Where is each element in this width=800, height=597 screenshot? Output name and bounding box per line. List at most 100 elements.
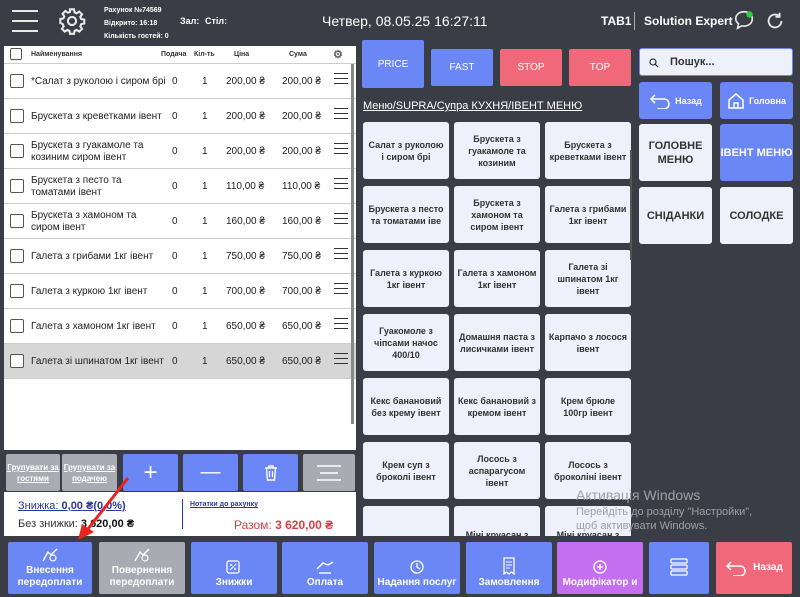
menu-item-tile[interactable]: Галета з хамоном 1кг івент <box>454 250 540 307</box>
row-menu-icon[interactable] <box>334 248 348 263</box>
row-menu-icon[interactable] <box>334 283 348 298</box>
stack-icon <box>670 558 688 576</box>
prepayment-button[interactable]: Внесення передоплати <box>8 542 92 594</box>
breakfasts-button[interactable]: СНІДАНКИ <box>639 187 712 244</box>
menu-item-tile[interactable]: Галета зі шпинатом 1кг івент <box>545 250 631 307</box>
table-label: Стіл: <box>205 16 228 26</box>
menu-item-tile[interactable]: Галета з грибами 1кг івент <box>545 186 631 243</box>
group-by-guests-button[interactable]: Групувати за гостями <box>6 454 60 491</box>
menu-item-tile[interactable]: Брускета з креветками івент <box>545 122 631 179</box>
item-name: Брускета з хамоном та сиром івент <box>31 210 137 233</box>
row-menu-icon[interactable] <box>334 108 348 123</box>
modifier-button[interactable]: Модифікатор и <box>557 542 643 594</box>
row-checkbox[interactable] <box>10 179 24 193</box>
menu-item-tile[interactable]: Салат з руколою і сиром брі <box>363 122 449 179</box>
row-menu-icon[interactable] <box>334 73 348 88</box>
menu-item-tile[interactable]: Домашня паста з лисичками івент <box>454 314 540 371</box>
back-button[interactable]: Назад <box>716 542 792 594</box>
menu-item-tile[interactable]: Кекс банановий з кремом івент <box>454 378 540 435</box>
search-input[interactable]: Пошук... <box>670 56 715 68</box>
service-button[interactable]: Надання послуг <box>374 542 460 594</box>
menu-item-tile[interactable] <box>363 506 449 536</box>
row-checkbox[interactable] <box>10 109 24 123</box>
menu-item-tile[interactable]: Гуакомоле з чіпсами начос 400/10 <box>363 314 449 371</box>
item-qty: 1 <box>202 286 208 297</box>
menu-item-tile[interactable]: Брускета з хамоном та сиром івент <box>454 186 540 243</box>
menu-item-tile[interactable]: Лосось з аспарагусом івент <box>454 442 540 499</box>
refund-prepayment-button[interactable]: Повернення передоплати <box>99 542 185 594</box>
select-all-checkbox[interactable] <box>10 48 22 60</box>
item-serve: 0 <box>172 356 178 367</box>
row-checkbox[interactable] <box>10 144 24 158</box>
back-nav-button[interactable]: Назад <box>639 82 712 119</box>
discounts-button[interactable]: Знижки <box>191 542 277 594</box>
event-menu-button[interactable]: ІВЕНТ МЕНЮ <box>720 124 793 181</box>
refresh-icon[interactable] <box>764 10 786 32</box>
row-checkbox[interactable] <box>10 214 24 228</box>
payment-button[interactable]: Оплата <box>282 542 368 594</box>
order-row[interactable]: Брускета з хамоном та сиром івент 0 1 160,0… <box>4 204 356 239</box>
item-price: 700,00 ₴ <box>226 286 265 297</box>
menu-item-tile[interactable]: Міні круасан з <box>454 506 540 536</box>
item-name: Брускета з гуакамоле та козиним сиром ів… <box>31 140 144 163</box>
orders-button[interactable]: Замовлення <box>466 542 552 594</box>
search-field[interactable]: Пошук... <box>639 48 793 76</box>
menu-item-tile[interactable]: Крем брюле 100гр івент <box>545 378 631 435</box>
tab-top[interactable]: TOP <box>569 49 631 86</box>
menu-scrollbar[interactable] <box>630 150 632 260</box>
row-checkbox[interactable] <box>10 284 24 298</box>
minus-button[interactable]: — <box>183 454 238 491</box>
message-icon[interactable] <box>733 9 755 31</box>
order-row[interactable]: Галета з куркою 1кг івент 0 1 700,00 ₴ 700,0… <box>4 274 356 309</box>
menu-icon[interactable] <box>12 10 38 32</box>
tab-fast[interactable]: FAST <box>431 49 493 86</box>
row-menu-icon[interactable] <box>334 353 348 368</box>
menu-item-tile[interactable]: Брускета з гуакамоле та козиним <box>454 122 540 179</box>
tab-price[interactable]: PRICE <box>362 40 424 88</box>
delete-button[interactable] <box>243 454 298 491</box>
menu-item-tile[interactable]: Карпачо з лосося івент <box>545 314 631 371</box>
item-qty: 1 <box>202 321 208 332</box>
menu-item-tile[interactable]: Кекс банановий без крему івент <box>363 378 449 435</box>
order-row[interactable]: Брускета з гуакамоле та козиним сиром ів… <box>4 134 356 169</box>
order-row[interactable]: Галета зі шпинатом 1кг івент 0 1 650,00 ₴ 65… <box>4 344 356 379</box>
order-row[interactable]: Галета з хамоном 1кг івент 0 1 650,00 ₴ 650,… <box>4 309 356 344</box>
home-button[interactable]: Головна <box>720 82 793 119</box>
row-checkbox[interactable] <box>10 354 24 368</box>
group-by-serve-button[interactable]: Групувати за подачею <box>62 454 117 491</box>
row-checkbox[interactable] <box>10 74 24 88</box>
modifier-icon <box>593 560 607 574</box>
more-button[interactable] <box>303 454 355 491</box>
notes-link[interactable]: Нотатки до рахунку <box>190 501 258 508</box>
settings-icon[interactable]: ⚙ <box>333 49 343 61</box>
tab-stop[interactable]: STOP <box>500 49 562 86</box>
item-name: Галета зі шпинатом 1кг івент <box>31 356 164 367</box>
sweets-button[interactable]: СОЛОДКЕ <box>720 187 793 244</box>
breadcrumb[interactable]: Меню/SUPRA/Супра КУХНЯ/ІВЕНТ МЕНЮ <box>363 100 583 112</box>
order-row[interactable]: Брускета з креветками івент 0 1 200,00 ₴ 200… <box>4 99 356 134</box>
order-row[interactable]: Брускета з песто та томатами івент 0 1 110,… <box>4 169 356 204</box>
row-menu-icon[interactable] <box>334 213 348 228</box>
main-menu-button[interactable]: ГОЛОВНЕ МЕНЮ <box>639 124 712 181</box>
row-menu-icon[interactable] <box>334 143 348 158</box>
discount-icon <box>226 560 240 574</box>
row-menu-icon[interactable] <box>334 318 348 333</box>
row-menu-icon[interactable] <box>334 178 348 193</box>
menu-item-tile[interactable]: Галета з куркою 1кг івент <box>363 250 449 307</box>
scrollbar[interactable] <box>351 64 354 424</box>
row-checkbox[interactable] <box>10 249 24 263</box>
menu-item-tile[interactable]: Лосось з броколіні івент <box>545 442 631 499</box>
order-row[interactable]: Галета з грибами 1кг івент 0 1 750,00 ₴ 750,… <box>4 239 356 274</box>
order-row[interactable]: *Салат з руколою і сиром брі 0 1 200,00 ₴ 20… <box>4 64 356 99</box>
item-serve: 0 <box>172 286 178 297</box>
gear-icon[interactable] <box>58 7 86 35</box>
menu-item-tile[interactable]: Брускета з песто та томатами іве <box>363 186 449 243</box>
row-checkbox[interactable] <box>10 319 24 333</box>
item-price: 650,00 ₴ <box>226 356 265 367</box>
home-label: Головна <box>749 95 786 106</box>
menu-item-tile[interactable]: Міні круасан з <box>545 506 631 536</box>
more-menu-button[interactable] <box>649 542 709 594</box>
plus-button[interactable]: + <box>123 454 178 491</box>
col-sum: Сума <box>289 51 307 58</box>
menu-item-tile[interactable]: Крем суп з броколі івент <box>363 442 449 499</box>
